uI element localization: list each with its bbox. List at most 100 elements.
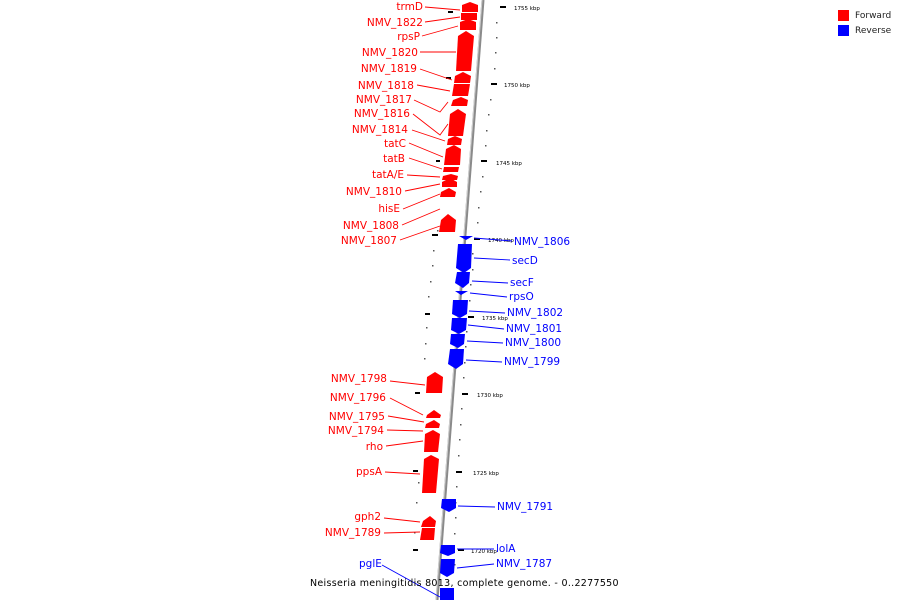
gene-gph2 (421, 516, 436, 527)
scale-label: 1750 kbp (504, 83, 530, 89)
gene-nmv1799 (448, 349, 464, 369)
gene-nmv1800 (450, 334, 465, 348)
gene-nmv1806 (459, 236, 473, 240)
gene-tatc (444, 145, 461, 165)
gene-label: NMV_1798 (331, 373, 387, 385)
gene-nmv1810 (442, 178, 457, 187)
gene-label: NMV_1817 (356, 94, 412, 106)
gene-label: NMV_1822 (367, 17, 423, 29)
gene-label: hisE (378, 203, 400, 215)
gene-nmv1818 (452, 84, 470, 96)
forward-swatch (838, 10, 849, 21)
gene-label: lolA (496, 543, 516, 555)
forward-labels: trmD NMV_1822 rpsP NMV_1820 NMV_1819 NMV… (325, 1, 423, 539)
scale-label: 1735 kbp (482, 316, 508, 322)
scale-tick (481, 160, 487, 162)
scale-tick (456, 471, 462, 473)
reverse-connectors (381, 237, 513, 598)
gene-label: tatA/E (372, 169, 404, 181)
legend-forward: Forward (838, 8, 891, 23)
reverse-features (440, 236, 473, 600)
gene-label: NMV_1814 (352, 124, 408, 136)
gene-label: gph2 (354, 511, 381, 523)
gene-nmv1801 (451, 318, 467, 334)
gene-label: NMV_1808 (343, 220, 399, 232)
gene-rpso (455, 291, 468, 295)
scale-label: 1720 kbp (471, 549, 497, 555)
gene-nmv1817 (451, 97, 468, 106)
scale-tick (462, 393, 468, 395)
gene-label: rpsO (509, 291, 534, 303)
gene-trmD (462, 2, 478, 12)
gene-label: NMV_1791 (497, 501, 553, 513)
gene-nmv1791 (441, 499, 456, 512)
scale-tick (458, 549, 464, 551)
gene-tatb (443, 167, 459, 172)
reverse-labels: NMV_1806 secD secF rpsO NMV_1802 NMV_180… (359, 236, 570, 570)
gene-nmv1808 (439, 214, 456, 232)
gene-label: NMV_1807 (341, 235, 397, 247)
reverse-swatch (838, 25, 849, 36)
scale-tick (474, 238, 480, 240)
forward-features (420, 2, 478, 540)
gene-label: NMV_1794 (328, 425, 384, 437)
gene-ppsa (422, 455, 439, 493)
scale-tick (500, 6, 506, 8)
scale-ticks: 1755 kbp 1750 kbp 1745 kbp 1740 kbp 1735… (456, 6, 540, 555)
gene-nmv1819 (454, 72, 471, 83)
gene-nmv1787 (440, 559, 455, 577)
gene-tatae (442, 174, 458, 180)
gene-label: tatB (383, 153, 405, 165)
scale-tick (491, 83, 497, 85)
scale-label: 1755 kbp (514, 6, 540, 12)
gene-label: ppsA (356, 466, 383, 478)
gene-rpsp (460, 19, 476, 30)
gene-label: pglE (359, 558, 382, 570)
minor-ticks (414, 22, 498, 566)
axis-marks (413, 11, 453, 551)
gene-label: rho (366, 441, 383, 453)
gene-label: rpsP (397, 31, 420, 43)
scale-tick (468, 316, 474, 318)
legend-reverse-label: Reverse (855, 25, 892, 36)
gene-label: trmD (396, 1, 423, 13)
legend-reverse: Reverse (838, 23, 891, 38)
scale-label: 1730 kbp (477, 393, 503, 399)
gene-label: NMV_1802 (507, 307, 563, 319)
gene-label: NMV_1796 (330, 392, 386, 404)
gene-pgle (440, 588, 454, 600)
gene-lola (440, 545, 455, 556)
gene-hise (440, 188, 456, 197)
gene-label: NMV_1787 (496, 558, 552, 570)
scale-label: 1745 kbp (496, 161, 522, 167)
gene-label: secD (512, 255, 538, 267)
genome-caption: Neisseria meningitidis 8013, complete ge… (310, 578, 619, 589)
gene-nmv1814 (447, 136, 462, 145)
forward-connectors (383, 6, 461, 534)
gene-nmv1798 (426, 372, 443, 393)
gene-nmv1795 (425, 420, 440, 428)
gene-label: NMV_1789 (325, 527, 381, 539)
gene-nmv1822 (461, 13, 477, 20)
gene-label: NMV_1820 (362, 47, 418, 59)
gene-nmv1794 (424, 430, 440, 452)
gene-label: NMV_1816 (354, 108, 410, 120)
gene-label: NMV_1795 (329, 411, 385, 423)
gene-label: NMV_1819 (361, 63, 417, 75)
gene-label: NMV_1818 (358, 80, 414, 92)
gene-label: NMV_1806 (514, 236, 570, 248)
legend: Forward Reverse (838, 8, 891, 38)
gene-label: NMV_1801 (506, 323, 562, 335)
gene-secf (455, 272, 470, 288)
gene-label: NMV_1810 (346, 186, 402, 198)
gene-nmv1820 (456, 31, 474, 71)
scale-label: 1740 kbp (488, 238, 514, 244)
legend-forward-label: Forward (855, 10, 892, 21)
gene-label: NMV_1799 (504, 356, 560, 368)
gene-secd (456, 244, 472, 273)
gene-nmv1789 (420, 528, 435, 540)
gene-nmv1796 (426, 410, 441, 418)
gene-nmv1802 (452, 300, 468, 318)
scale-label: 1725 kbp (473, 471, 499, 477)
